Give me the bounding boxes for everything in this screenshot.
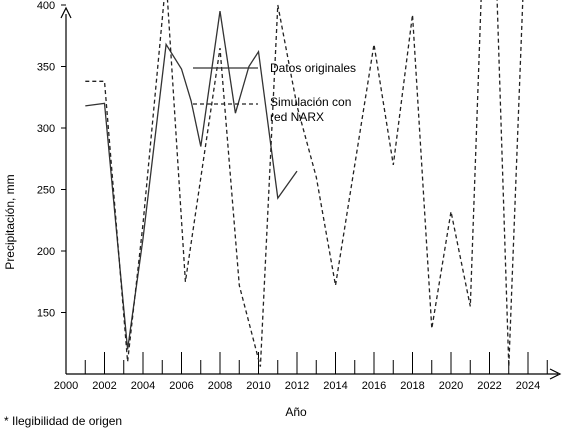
footnote: * Ilegibilidad de origen — [4, 414, 123, 428]
x-tick-label: 2004 — [131, 380, 155, 392]
x-tick-label: 2008 — [208, 380, 232, 392]
x-tick-label: 2022 — [477, 380, 501, 392]
y-tick-label: 250 — [37, 185, 55, 197]
x-tick-label: 2012 — [285, 380, 309, 392]
x-tick-label: 2016 — [362, 380, 386, 392]
x-axis-arrow — [549, 368, 562, 380]
y-tick-label: 150 — [37, 308, 55, 320]
axes — [60, 6, 562, 380]
x-tick-label: 2014 — [323, 380, 347, 392]
legend: Datos originales Simulación con red NARX — [193, 61, 356, 124]
y-tick-label: 200 — [37, 246, 55, 258]
y-tick-label: 300 — [37, 123, 55, 135]
x-tick-label: 2006 — [169, 380, 193, 392]
x-tick-label: 2018 — [400, 380, 424, 392]
y-axis-title: Precipitación, mm — [3, 174, 17, 269]
ticks: 1502002503003504004505005506002000200220… — [37, 0, 548, 392]
x-axis-title: Año — [285, 405, 307, 419]
series-line-narx — [85, 0, 524, 367]
y-tick-label: 400 — [37, 0, 55, 12]
legend-label-narx: Simulación con red NARX — [270, 95, 351, 124]
x-tick-label: 2020 — [439, 380, 463, 392]
x-tick-label: 2010 — [246, 380, 270, 392]
x-tick-label: 2024 — [516, 380, 540, 392]
x-tick-label: 2000 — [54, 380, 78, 392]
legend-label-original: Datos originales — [270, 61, 356, 75]
x-tick-label: 2002 — [92, 380, 116, 392]
series-layer — [85, 0, 524, 367]
y-tick-label: 350 — [37, 62, 55, 74]
y-axis-arrow — [60, 6, 72, 19]
series-line-original — [85, 11, 298, 350]
